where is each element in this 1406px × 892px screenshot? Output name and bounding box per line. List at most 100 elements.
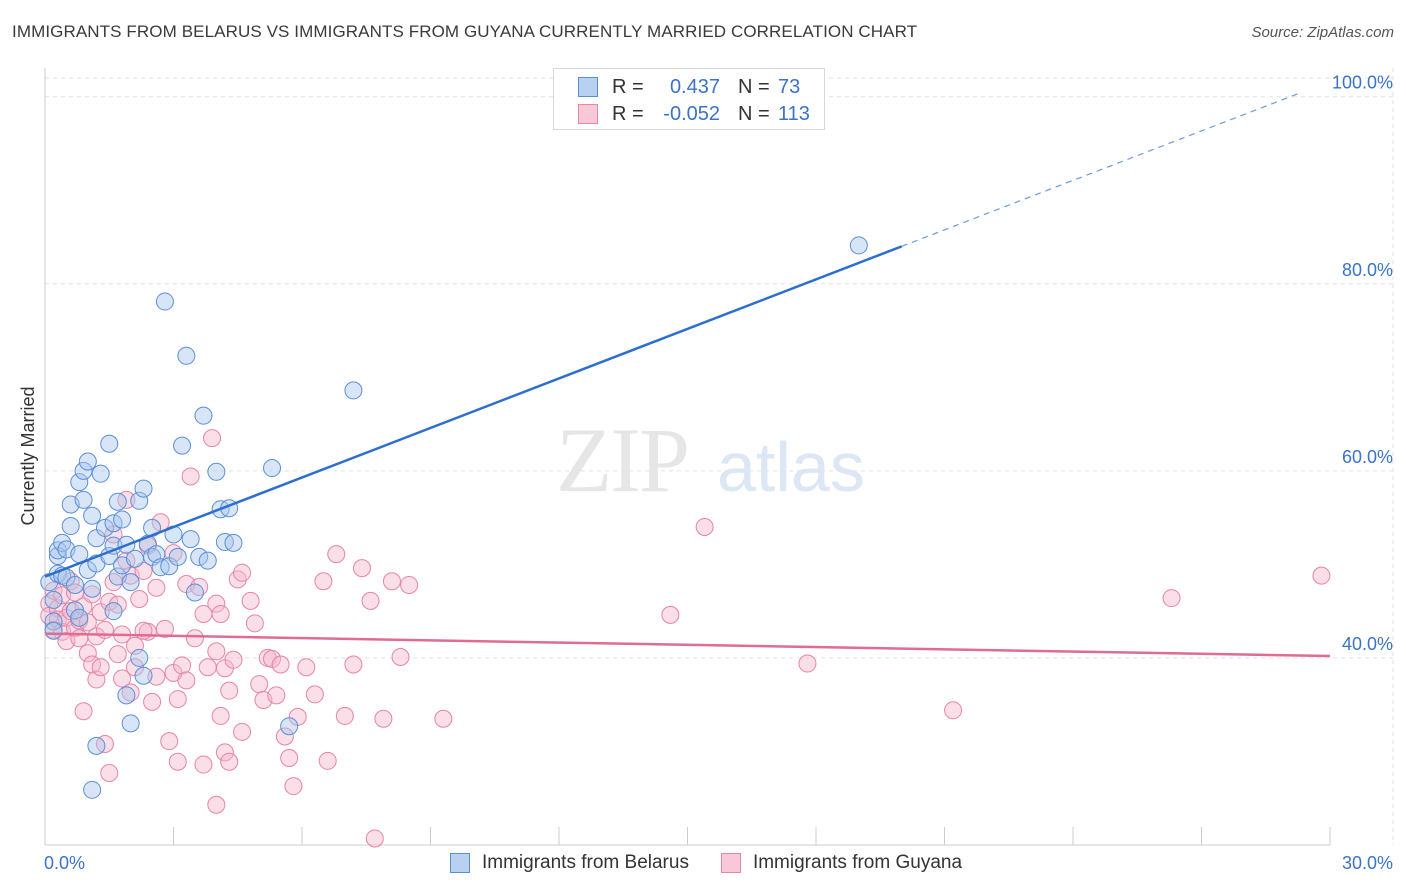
guyana-point [224,650,243,669]
y-tick-label: 100.0% [1332,73,1393,93]
guyana-point [211,706,230,725]
guyana-point [434,709,453,728]
x-tick-label-min: 0.0% [44,853,85,873]
guyana-point [134,561,153,580]
guyana-point [798,654,817,673]
guyana-point [335,706,354,725]
guyana-point [83,585,102,604]
guyana-point [1312,566,1331,585]
guyana-point [130,589,149,608]
belarus-point [87,736,106,755]
belarus-trend-extension [901,92,1301,247]
guyana-point [113,669,132,688]
y-tick-labels: 40.0% 60.0% 80.0% 100.0% [1332,73,1393,654]
belarus-point [194,406,213,425]
y-tick-label: 40.0% [1342,634,1393,654]
r-value: 0.437 [669,75,720,98]
belarus-point [121,573,140,592]
guyana-point [250,675,269,694]
belarus-point [207,462,226,481]
belarus-point [849,236,868,255]
belarus-point [130,491,149,510]
guyana-point [318,751,337,770]
guyana-point [78,613,97,632]
guyana-point [361,591,380,610]
guyana-point [87,670,106,689]
belarus-point [61,517,80,536]
guyana-point [198,658,217,677]
belarus-swatch [578,77,598,97]
belarus-point [113,510,132,529]
guyana-point [305,685,324,704]
guyana-point [211,604,230,623]
belarus-point [95,518,114,537]
chart-source: Source: ZipAtlas.com [1251,24,1394,41]
belarus-point [91,464,110,483]
guyana-point [241,591,260,610]
guyana-point [391,647,410,666]
guyana-point [74,702,93,721]
belarus-point [83,780,102,799]
guyana-point [374,709,393,728]
belarus-points [40,236,868,799]
belarus-point [104,514,123,533]
belarus-point [185,583,204,602]
belarus-point [344,381,363,400]
belarus-point [155,292,174,311]
belarus-swatch [450,853,470,873]
belarus-point [263,459,282,478]
guyana-point [181,467,200,486]
belarus-point [117,686,136,705]
guyana-point [695,517,714,536]
guyana-swatch [720,853,741,873]
belarus-point [198,551,217,570]
guyana-swatch [578,104,598,124]
belarus-point [83,506,102,525]
guyana-point [284,777,303,796]
belarus-point [121,714,140,733]
belarus-point [125,549,144,568]
belarus-point [74,490,93,509]
guyana-points [40,429,1331,848]
belarus-point [190,547,209,566]
watermark-atlas: atlas [717,428,865,506]
y-axis-label: Currently Married [18,386,38,525]
chart-title: IMMIGRANTS FROM BELARUS VS IMMIGRANTS FR… [12,22,918,41]
series-legend: Immigrants from Belarus Immigrants from … [450,852,994,874]
guyana-point [233,722,252,741]
guyana-point [215,743,234,762]
guyana-point [147,667,166,686]
r-label: R = [612,75,644,98]
guyana-point [944,701,963,720]
legend-label-belarus: Immigrants from Belarus [482,852,689,873]
guyana-point [661,605,680,624]
belarus-point [78,452,97,471]
guyana-point [233,563,252,582]
guyana-point [185,629,204,648]
belarus-point [134,479,153,498]
belarus-point [173,436,192,455]
y-tick-label: 80.0% [1342,260,1393,280]
guyana-trend-line [44,632,1331,658]
guyana-point [207,795,226,814]
belarus-point [44,612,63,631]
belarus-point [224,533,243,552]
legend-row-belarus: R = 0.437 N = 73 [578,75,800,99]
guyana-point [44,581,63,600]
guyana-point [263,649,282,668]
guyana-point [70,629,89,648]
watermark: ZIP atlas [556,409,865,511]
guyana-point [177,671,196,690]
guyana-point [267,686,286,705]
guyana-point [173,656,192,675]
guyana-point [160,732,179,751]
legend-row-guyana: R = -0.052 N = 113 [578,102,810,126]
r-label: R = [612,102,644,125]
guyana-point [143,692,162,711]
r-value: -0.052 [663,102,720,125]
guyana-point [297,658,316,677]
guyana-point [220,681,239,700]
axes [44,68,1331,846]
guyana-point [100,763,119,782]
